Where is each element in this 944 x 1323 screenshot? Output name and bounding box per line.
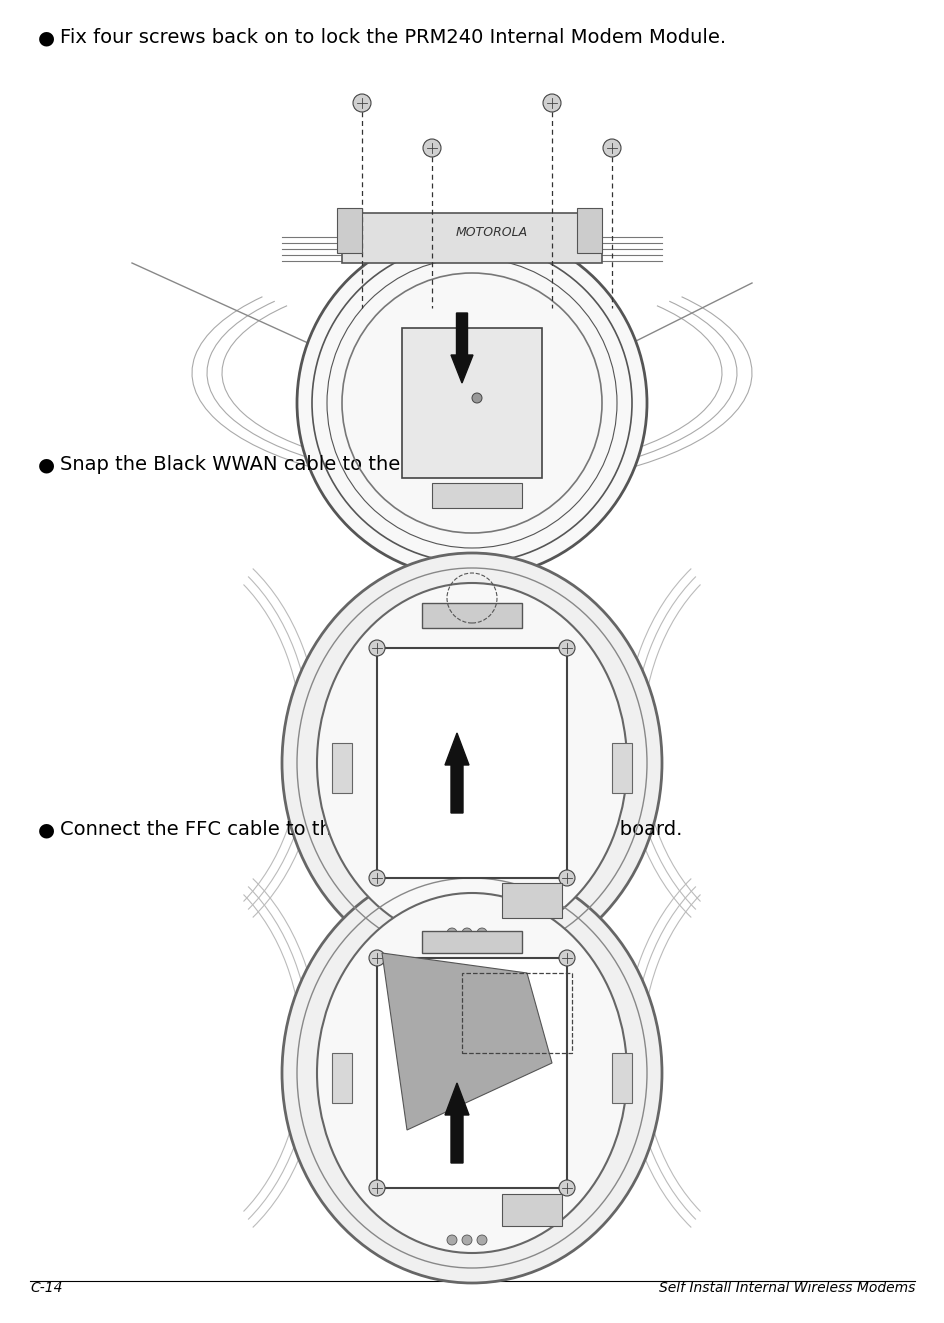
- Circle shape: [471, 393, 481, 404]
- Text: Connect the FFC cable to the FFC connector on the main board.: Connect the FFC cable to the FFC connect…: [59, 820, 682, 839]
- Bar: [422, 931, 521, 953]
- Text: ●: ●: [38, 820, 55, 839]
- Ellipse shape: [281, 863, 662, 1283]
- Circle shape: [423, 139, 441, 157]
- Circle shape: [447, 927, 457, 938]
- Bar: [612, 1053, 632, 1103]
- Bar: [612, 744, 632, 792]
- Polygon shape: [381, 953, 551, 1130]
- Circle shape: [602, 139, 620, 157]
- Circle shape: [447, 1234, 457, 1245]
- FancyArrow shape: [450, 314, 473, 382]
- Bar: [331, 1053, 351, 1103]
- FancyArrow shape: [445, 733, 468, 814]
- Bar: [501, 882, 562, 918]
- FancyArrow shape: [445, 1084, 468, 1163]
- Text: Fix four screws back on to lock the PRM240 Internal Modem Module.: Fix four screws back on to lock the PRM2…: [59, 28, 725, 48]
- Text: ●: ●: [38, 455, 55, 474]
- Ellipse shape: [281, 553, 662, 972]
- Bar: [401, 328, 542, 478]
- Circle shape: [462, 1234, 471, 1245]
- Circle shape: [559, 950, 574, 966]
- Ellipse shape: [316, 583, 626, 943]
- Circle shape: [368, 1180, 384, 1196]
- Bar: [462, 972, 571, 1053]
- Circle shape: [296, 228, 647, 578]
- Circle shape: [368, 640, 384, 656]
- Circle shape: [543, 94, 561, 112]
- Circle shape: [559, 1180, 574, 1196]
- Circle shape: [477, 1234, 486, 1245]
- Circle shape: [462, 927, 471, 938]
- Circle shape: [368, 950, 384, 966]
- Bar: [377, 648, 566, 878]
- Text: MOTOROLA: MOTOROLA: [455, 226, 528, 239]
- Text: Snap the Black WWAN cable to the MMCX cable..: Snap the Black WWAN cable to the MMCX ca…: [59, 455, 538, 474]
- Bar: [577, 208, 601, 253]
- Bar: [431, 483, 521, 508]
- Text: C-14: C-14: [30, 1281, 62, 1295]
- Bar: [422, 603, 521, 628]
- Circle shape: [353, 94, 371, 112]
- Circle shape: [368, 871, 384, 886]
- Bar: [342, 213, 601, 263]
- Circle shape: [559, 871, 574, 886]
- Bar: [337, 208, 362, 253]
- Circle shape: [477, 927, 486, 938]
- Text: Self Install Internal Wireless Modems: Self Install Internal Wireless Modems: [658, 1281, 914, 1295]
- Ellipse shape: [316, 893, 626, 1253]
- Bar: [377, 958, 566, 1188]
- Bar: [501, 1193, 562, 1226]
- Bar: [331, 744, 351, 792]
- Text: ●: ●: [38, 28, 55, 48]
- Circle shape: [559, 640, 574, 656]
